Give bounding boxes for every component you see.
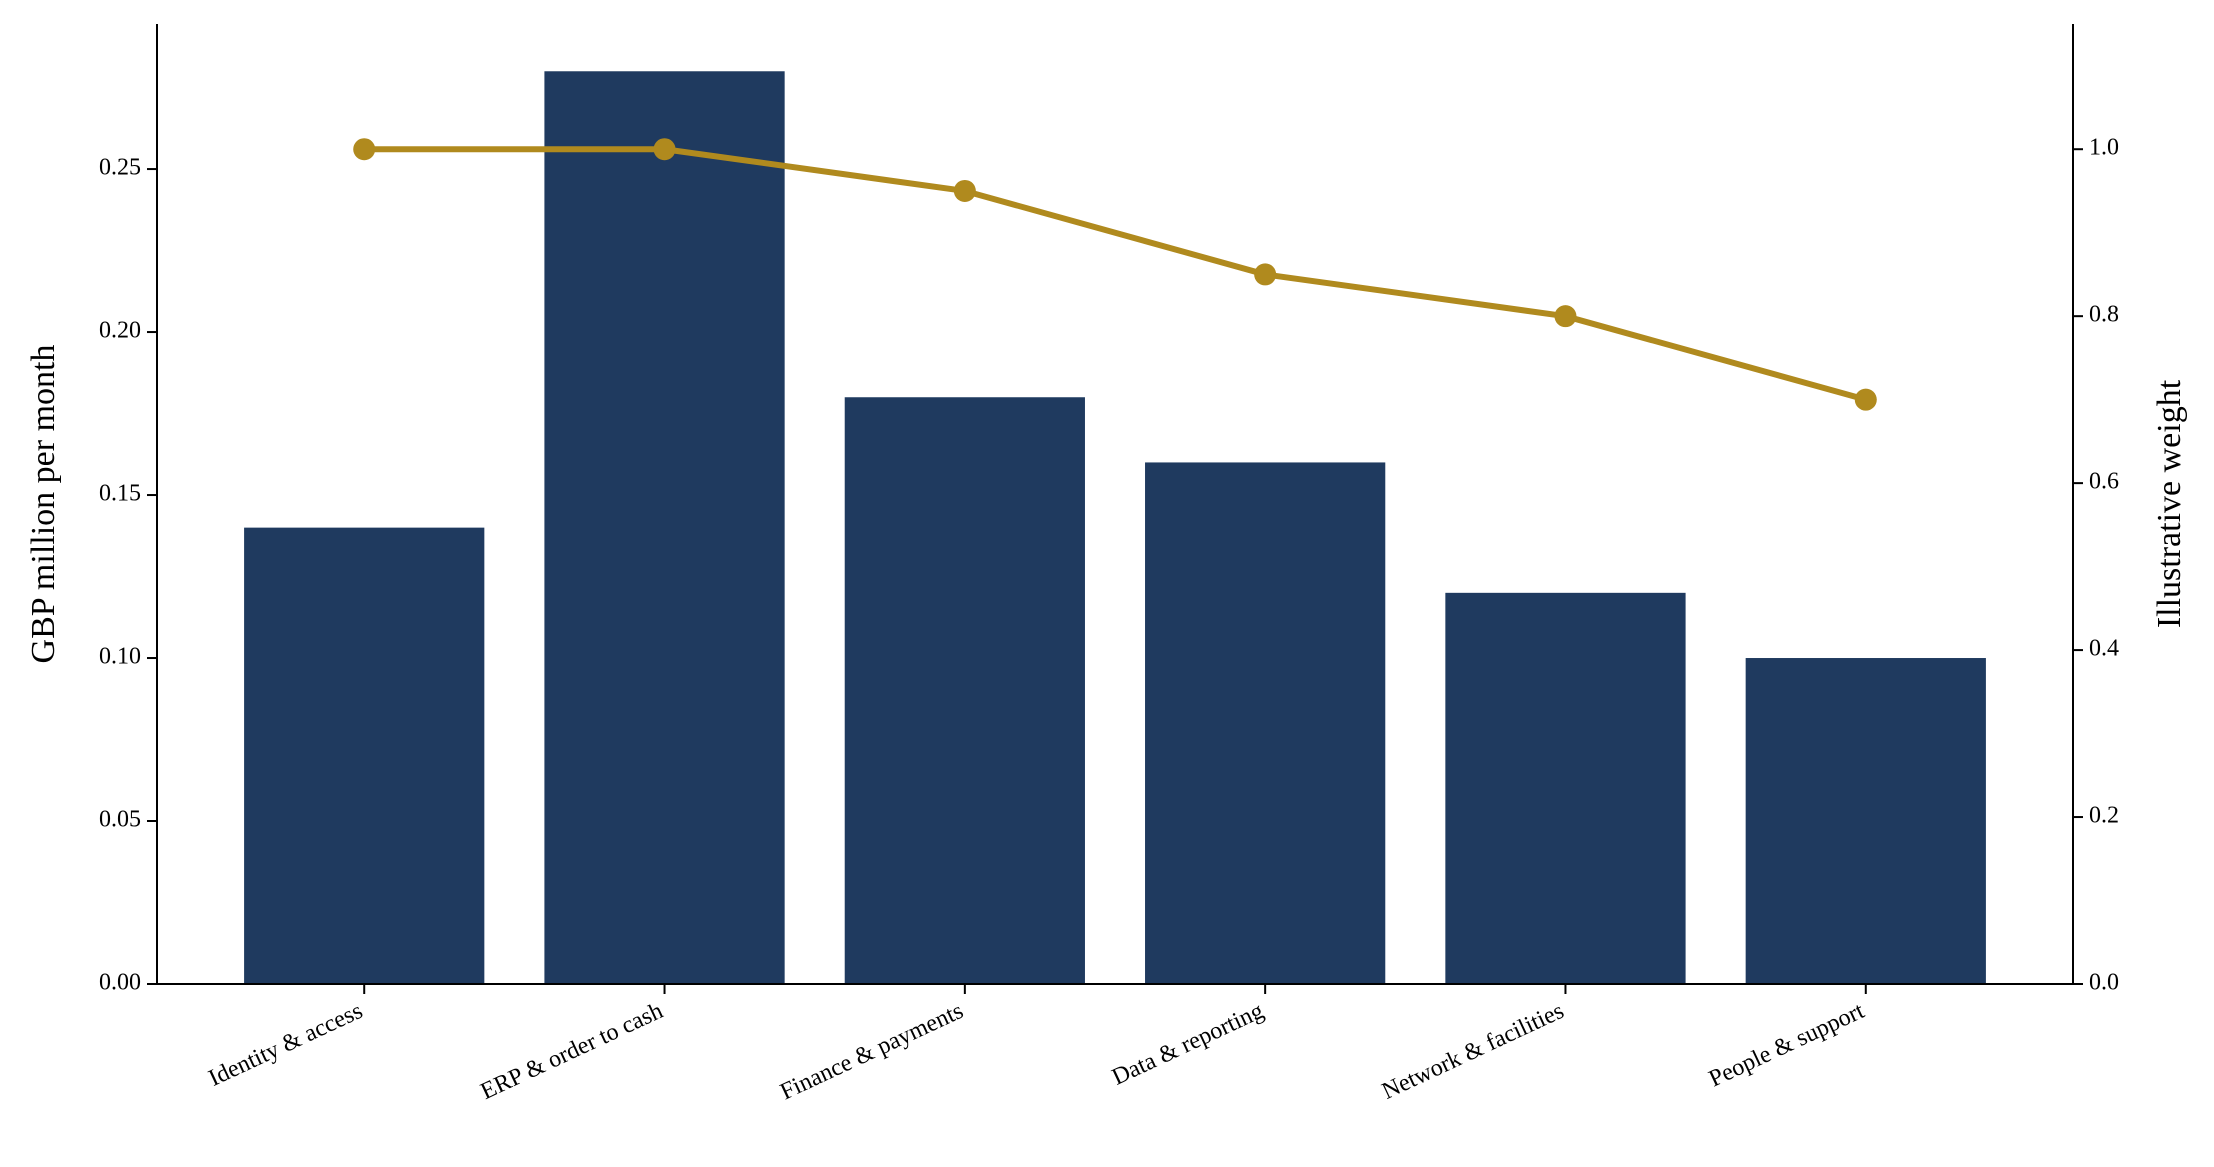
x-tick-label: Data & reporting: [1108, 998, 1268, 1091]
y-tick-label: 0.25: [99, 155, 141, 181]
y2-tick-label: 0.8: [2089, 302, 2119, 328]
y-axis-title: GBP million per month: [25, 345, 62, 664]
y-tick-label: 0.20: [99, 318, 141, 344]
line: [364, 146, 1867, 403]
line-point: [353, 138, 376, 161]
line-point: [653, 138, 676, 161]
line-point: [1854, 388, 1877, 411]
line-point: [1254, 263, 1277, 286]
bar: [244, 527, 485, 984]
x-tick-label: ERP & order to cash: [477, 998, 667, 1105]
x-tick-label: People & support: [1705, 998, 1869, 1093]
bar: [1745, 658, 1986, 984]
y2-axis-title: Illustrative weight: [2151, 379, 2188, 628]
y2-tick-label: 0.4: [2089, 636, 2119, 662]
line-point: [953, 179, 976, 202]
bar: [844, 397, 1085, 984]
y-tick-label: 0.05: [99, 807, 141, 833]
bar: [1445, 592, 1686, 984]
line-point: [1554, 305, 1577, 328]
y2-tick-label: 0.0: [2089, 970, 2119, 996]
y-tick-label: 0.10: [99, 644, 141, 670]
y2-tick-label: 0.6: [2089, 469, 2119, 495]
x-tick-label: Identity & access: [205, 998, 367, 1092]
bar: [1145, 462, 1386, 985]
y-tick-label: 0.00: [99, 970, 141, 996]
x-tick-label: Network & facilities: [1378, 998, 1568, 1105]
x-tick-label: Finance & payments: [776, 998, 967, 1106]
bar: [544, 71, 785, 985]
mark-layer: [244, 71, 1986, 985]
y2-tick-label: 1.0: [2089, 135, 2119, 161]
y-tick-label: 0.15: [99, 481, 141, 507]
y2-tick-label: 0.2: [2089, 803, 2119, 829]
